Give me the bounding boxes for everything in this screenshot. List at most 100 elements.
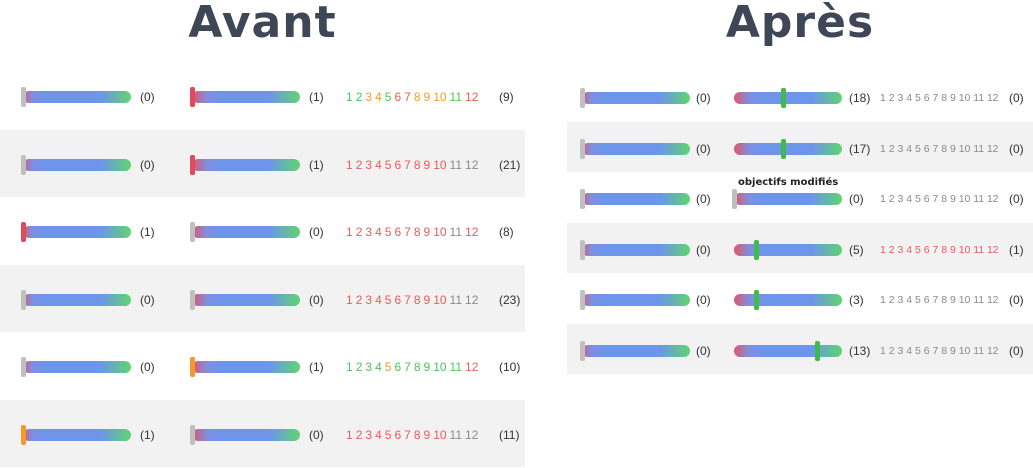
goal-number: 11 [973, 243, 984, 256]
slider-handle[interactable] [580, 88, 585, 108]
slider-handle[interactable] [732, 189, 737, 209]
goal-number: 6 [394, 427, 402, 442]
goal-number: 6 [923, 92, 930, 104]
goal-number: 2 [888, 142, 895, 155]
goal-number: 6 [923, 294, 930, 306]
slider-handle[interactable] [580, 290, 585, 310]
slider-handle[interactable] [190, 87, 195, 107]
goals-list: 1 2 3 4 5 6 7 8 9 10 11 12 [880, 293, 1001, 307]
slider-handle[interactable] [190, 289, 195, 310]
slider-2[interactable] [734, 88, 842, 108]
slider-handle[interactable] [190, 357, 195, 377]
goal-number: 3 [897, 344, 904, 357]
goal-number: 11 [449, 292, 463, 307]
slider-handle[interactable] [21, 154, 26, 175]
slider-1[interactable] [21, 87, 131, 107]
table-row: (0) (13) 1 2 3 4 5 6 7 8 9 10 11 12 (0) [567, 323, 1033, 374]
table-row: (0) (5) 1 2 3 4 5 6 7 8 9 10 11 12 (1) [567, 222, 1033, 273]
slider-count: (0) [309, 292, 324, 307]
slider-1[interactable] [580, 340, 690, 361]
title-apres: Après [725, 0, 875, 48]
slider-handle[interactable] [753, 239, 759, 260]
slider-handle[interactable] [780, 88, 786, 108]
slider-handle[interactable] [190, 222, 195, 242]
goal-number: 3 [365, 292, 373, 307]
slider-handle[interactable] [190, 424, 195, 445]
title-avant: Avant [188, 0, 337, 48]
goal-number: 11 [973, 92, 984, 104]
slider-handle[interactable] [21, 222, 26, 242]
slider-2[interactable] [734, 138, 842, 159]
slider-2[interactable] [190, 154, 300, 175]
slider-1[interactable] [21, 357, 131, 377]
slider-count: (3) [849, 293, 864, 307]
goals-list: 1 2 3 4 5 6 7 8 9 10 11 12 [880, 142, 1001, 156]
slider-count: (17) [849, 141, 871, 156]
slider-count: (1) [309, 360, 324, 374]
slider-1[interactable] [580, 88, 690, 108]
slider-2[interactable] [734, 340, 842, 361]
goal-number: 4 [375, 292, 382, 307]
total-count: (0) [1009, 343, 1024, 358]
goal-number: 9 [423, 157, 431, 172]
goal-number: 9 [950, 294, 956, 306]
slider-2[interactable] [190, 87, 300, 107]
slider-2[interactable] [190, 289, 300, 310]
slider-1[interactable] [580, 239, 690, 260]
slider-handle[interactable] [780, 138, 786, 159]
slider-handle[interactable] [21, 87, 26, 107]
table-row: (0) (1) 1 2 3 4 5 6 7 8 9 10 11 12 (9) [0, 62, 525, 130]
slider-2[interactable] [734, 290, 842, 310]
total-count: (23) [499, 292, 521, 307]
goal-number: 10 [433, 427, 447, 442]
goal-number: 6 [394, 90, 402, 104]
goal-number: 4 [906, 294, 912, 306]
goal-number: 9 [950, 92, 956, 104]
slider-1[interactable] [580, 138, 690, 159]
slider-2[interactable] [732, 189, 842, 209]
goal-number: 7 [404, 360, 411, 374]
slider-handle[interactable] [21, 424, 26, 445]
slider-handle[interactable] [753, 290, 759, 310]
goal-number: 11 [449, 157, 463, 172]
panel-apres: (0) (18) 1 2 3 4 5 6 7 8 9 10 11 12 (0) (0) (17) 1 2 3 4 5 6 7 8… [567, 71, 1033, 374]
goal-number: 1 [346, 157, 353, 172]
table-row: (0) (17) 1 2 3 4 5 6 7 8 9 10 11 12 (0) [567, 121, 1033, 172]
slider-handle[interactable] [21, 357, 26, 377]
slider-handle[interactable] [580, 340, 585, 361]
goal-number: 7 [932, 193, 939, 205]
slider-count: (0) [696, 293, 711, 307]
goal-number: 5 [384, 90, 392, 104]
goals-list: 1 2 3 4 5 6 7 8 9 10 11 12 [346, 158, 481, 172]
slider-count: (1) [140, 225, 155, 239]
table-row: (0) (1) 1 2 3 4 5 6 7 8 9 10 11 12 (21) [0, 129, 525, 197]
goal-number: 1 [880, 243, 886, 256]
slider-1[interactable] [580, 189, 690, 209]
slider-2[interactable] [190, 222, 300, 242]
slider-handle[interactable] [190, 154, 195, 175]
slider-handle[interactable] [580, 189, 585, 209]
goal-number: 7 [404, 157, 411, 172]
goal-number: 9 [950, 142, 956, 155]
goal-number: 3 [365, 157, 373, 172]
goal-number: 3 [365, 427, 373, 442]
goal-number: 11 [973, 294, 984, 306]
slider-2[interactable] [190, 424, 300, 445]
slider-1[interactable] [21, 289, 131, 310]
goal-number: 8 [413, 360, 421, 374]
slider-1[interactable] [21, 424, 131, 445]
goal-number: 4 [375, 157, 382, 172]
goal-number: 8 [941, 294, 947, 306]
slider-1[interactable] [21, 222, 131, 242]
slider-handle[interactable] [21, 289, 26, 310]
slider-handle[interactable] [580, 138, 585, 159]
slider-1[interactable] [580, 290, 690, 310]
slider-2[interactable] [190, 357, 300, 377]
goal-number: 7 [932, 142, 939, 155]
goal-number: 1 [880, 142, 886, 155]
slider-1[interactable] [21, 154, 131, 175]
slider-handle[interactable] [815, 340, 821, 361]
slider-2[interactable] [734, 239, 842, 260]
goal-number: 10 [433, 360, 447, 374]
slider-handle[interactable] [580, 239, 585, 260]
